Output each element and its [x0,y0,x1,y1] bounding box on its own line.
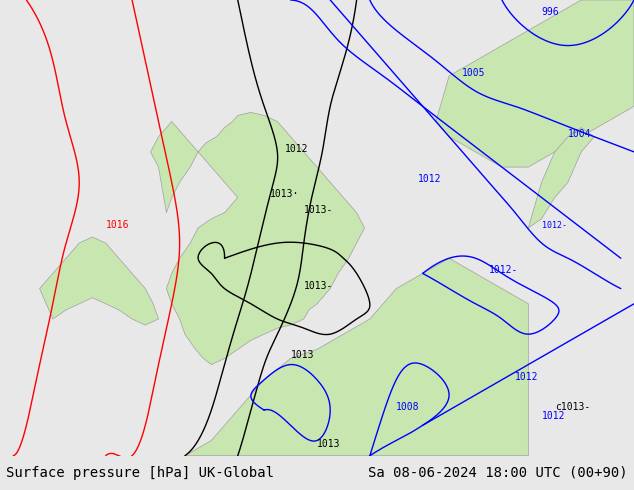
Text: 996: 996 [541,7,559,17]
Text: 1012: 1012 [515,372,539,382]
Text: 1013: 1013 [290,350,314,361]
Polygon shape [39,237,158,325]
Text: 1012-: 1012- [489,266,518,275]
Text: Sa 08-06-2024 18:00 UTC (00+90): Sa 08-06-2024 18:00 UTC (00+90) [368,466,628,480]
Text: Surface pressure [hPa] UK-Global: Surface pressure [hPa] UK-Global [6,466,275,480]
Text: 1005: 1005 [462,68,486,78]
Polygon shape [436,0,634,167]
Text: 1013·: 1013· [269,190,299,199]
Text: c1013-: c1013- [555,402,590,412]
Text: 1012: 1012 [285,144,309,154]
Text: 1013-: 1013- [304,281,333,291]
Text: 1012: 1012 [541,411,565,421]
Polygon shape [151,112,365,365]
Text: 1013: 1013 [317,439,340,448]
Text: 1016: 1016 [106,220,129,230]
Text: 1013-: 1013- [304,205,333,215]
Text: 1012-: 1012- [541,221,567,230]
Text: 1008: 1008 [396,402,420,412]
Polygon shape [528,127,595,228]
Text: 1012: 1012 [417,174,441,184]
Polygon shape [185,258,528,456]
Text: 1004: 1004 [568,129,592,139]
